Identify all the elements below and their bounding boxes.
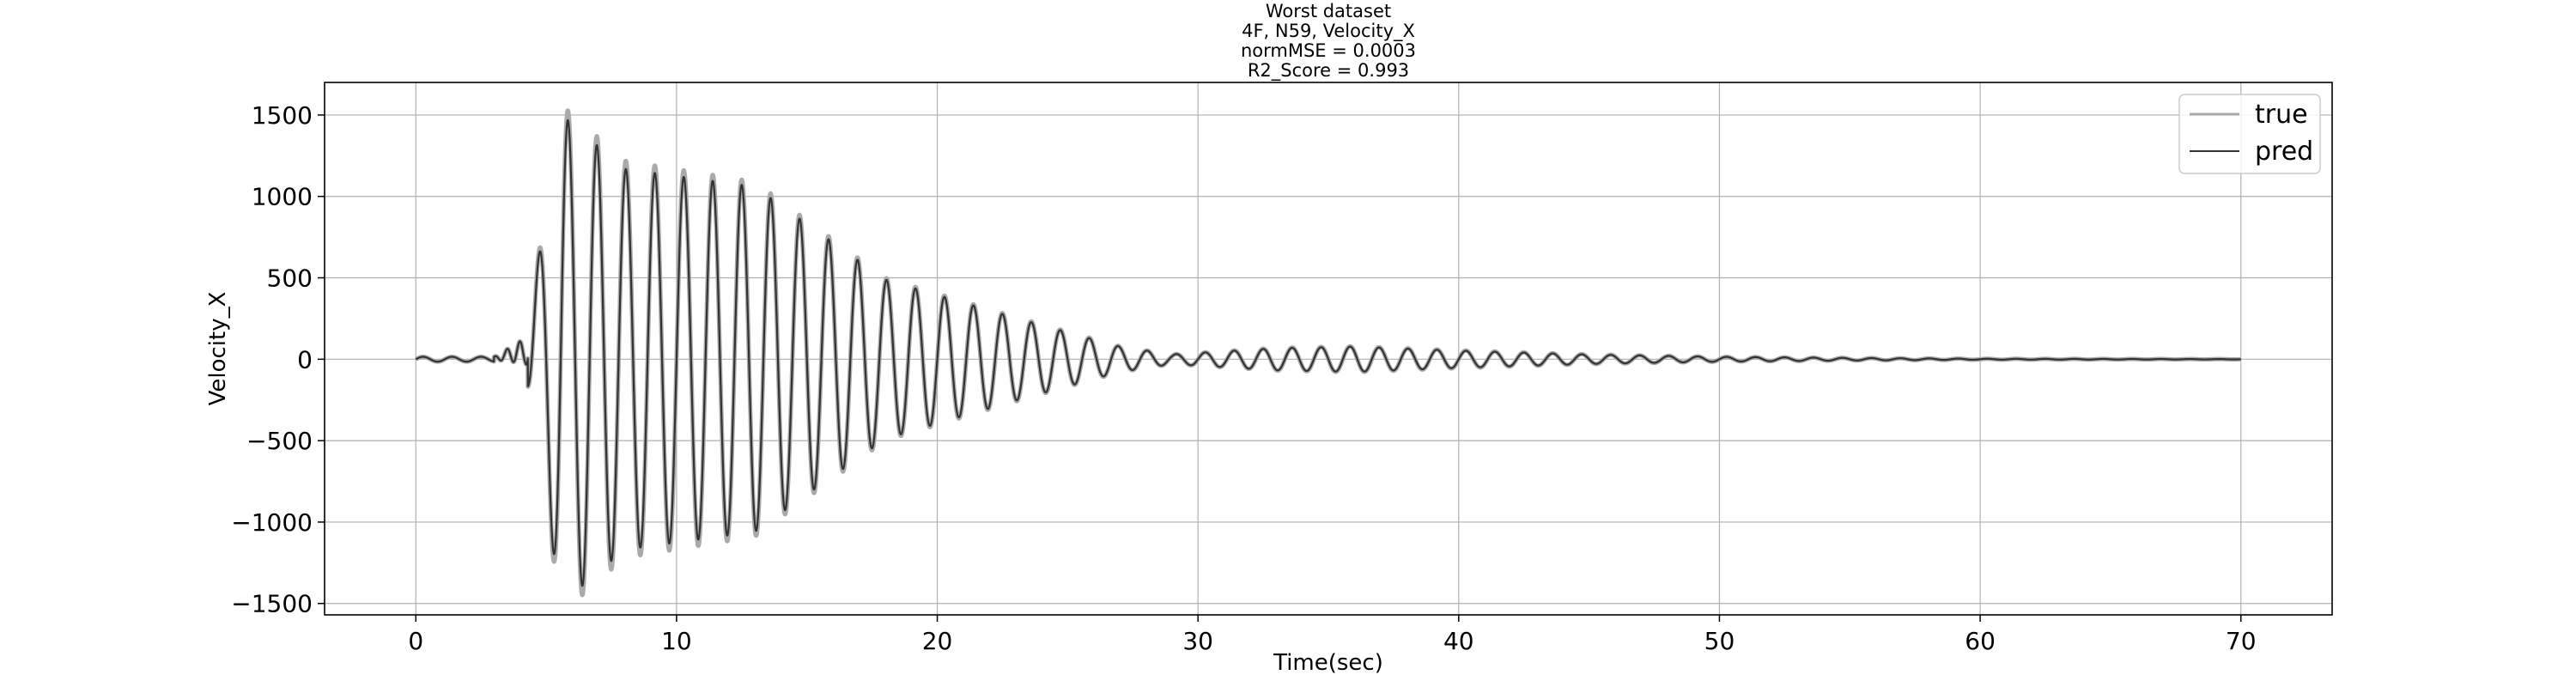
legend: true pred: [2178, 94, 2321, 174]
title-line-1: Worst dataset: [1266, 1, 1391, 21]
x-tick-label: 20: [922, 627, 953, 655]
x-tick-label: 50: [1704, 627, 1735, 655]
x-tick-label: 70: [2226, 627, 2257, 655]
y-tick-label: 1000: [252, 183, 313, 211]
title-line-4: R2_Score = 0.993: [1248, 60, 1409, 82]
y-tick-label: −500: [246, 427, 313, 455]
chart-title: Worst dataset 4F, N59, Velocity_X normMS…: [1241, 1, 1416, 82]
y-tick-label: −1000: [231, 508, 313, 537]
y-axis-label: Velocity_X: [205, 292, 231, 406]
plot-series: [413, 108, 2244, 598]
plot-frame: [324, 82, 2333, 616]
y-tick-label: 500: [267, 264, 313, 293]
series-line-pred: [415, 119, 2242, 587]
axis-ticks: 0 10 20 30 40 50 60 70 −1500 −1000 −500 0 500 1000 150…: [231, 101, 2256, 655]
legend-label-pred: pred: [2255, 137, 2313, 167]
x-tick-label: 0: [408, 627, 423, 655]
x-tick-label: 10: [661, 627, 692, 655]
x-tick-label: 30: [1182, 627, 1213, 655]
y-tick-label: 0: [297, 345, 313, 374]
title-line-3: normMSE = 0.0003: [1241, 40, 1416, 61]
x-axis-label: Time(sec): [1273, 650, 1383, 676]
x-tick-label: 60: [1965, 627, 1996, 655]
x-tick-label: 40: [1443, 627, 1474, 655]
legend-label-true: true: [2255, 100, 2308, 130]
title-line-2: 4F, N59, Velocity_X: [1242, 21, 1415, 42]
y-tick-label: −1500: [231, 590, 313, 618]
y-tick-label: 1500: [252, 101, 313, 130]
